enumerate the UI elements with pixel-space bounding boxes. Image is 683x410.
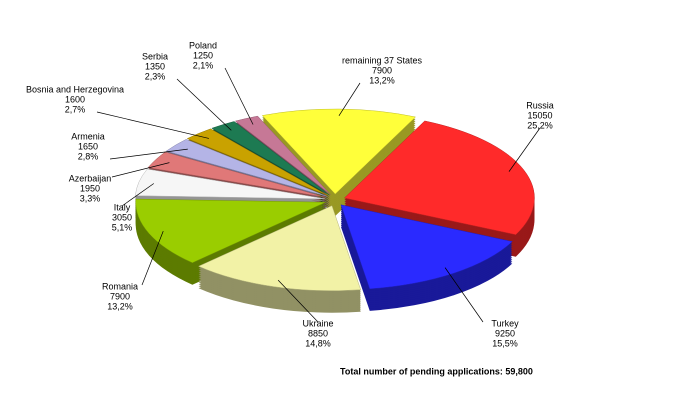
leader-line <box>111 162 170 178</box>
slice-label: 1350 <box>145 61 165 71</box>
slice-label: 13,2% <box>369 75 395 85</box>
slice-label: 2,1% <box>193 60 214 70</box>
leader-line <box>444 267 484 323</box>
slice-label: Turkey <box>491 318 519 328</box>
slice <box>135 198 326 264</box>
slice <box>261 108 417 195</box>
slice <box>211 121 330 196</box>
slice-label: 1950 <box>80 183 100 193</box>
note: Total number of pending applications: 59… <box>340 366 533 376</box>
slice-label: 14,8% <box>305 338 331 348</box>
slice-label: 1650 <box>78 141 98 151</box>
slice-label: Azerbaijan <box>69 173 112 183</box>
slice <box>197 205 362 291</box>
slice <box>234 115 331 195</box>
leader-line <box>277 279 319 323</box>
leader-line <box>176 78 232 131</box>
slice-label: 25,2% <box>527 120 553 130</box>
slice-label: remaining 37 States <box>342 55 423 65</box>
leader-line <box>109 148 188 160</box>
leader-line <box>508 127 541 172</box>
leader-line <box>338 82 361 117</box>
leader-line <box>224 67 254 125</box>
slice-label: 15,5% <box>492 338 518 348</box>
slice-label: 7900 <box>372 65 392 75</box>
slice-label: 2,7% <box>65 104 86 114</box>
slice-label: Armenia <box>71 131 105 141</box>
slice-label: 5,1% <box>112 222 133 232</box>
slice <box>186 128 329 196</box>
slice-label: Italy <box>114 202 131 212</box>
slice-label: Bosnia and Herzegovina <box>26 84 124 94</box>
leader-line <box>141 230 164 286</box>
slice-label: Russia <box>526 100 554 110</box>
leader-line <box>121 183 154 207</box>
slice-label: 2,3% <box>145 71 166 81</box>
slice <box>165 139 328 197</box>
slice <box>135 168 326 200</box>
slice-label: 2,8% <box>78 151 99 161</box>
slice-label: 1600 <box>65 94 85 104</box>
slice-label: Romania <box>102 281 138 291</box>
slice-label: 8850 <box>308 328 328 338</box>
slice-label: 3,3% <box>80 193 101 203</box>
slice-label: Serbia <box>142 51 168 61</box>
slice-label: Poland <box>189 40 217 50</box>
slice <box>340 204 513 290</box>
slice-label: 1250 <box>193 50 213 60</box>
slice-label: 9250 <box>495 328 515 338</box>
slice <box>343 120 535 235</box>
slice-label: 3050 <box>112 212 132 222</box>
slice-label: 13,2% <box>107 301 133 311</box>
leader-line <box>96 111 209 139</box>
slice-label: Ukraine <box>302 318 333 328</box>
slice-label: 15050 <box>527 110 552 120</box>
slice-label: 7900 <box>110 291 130 301</box>
